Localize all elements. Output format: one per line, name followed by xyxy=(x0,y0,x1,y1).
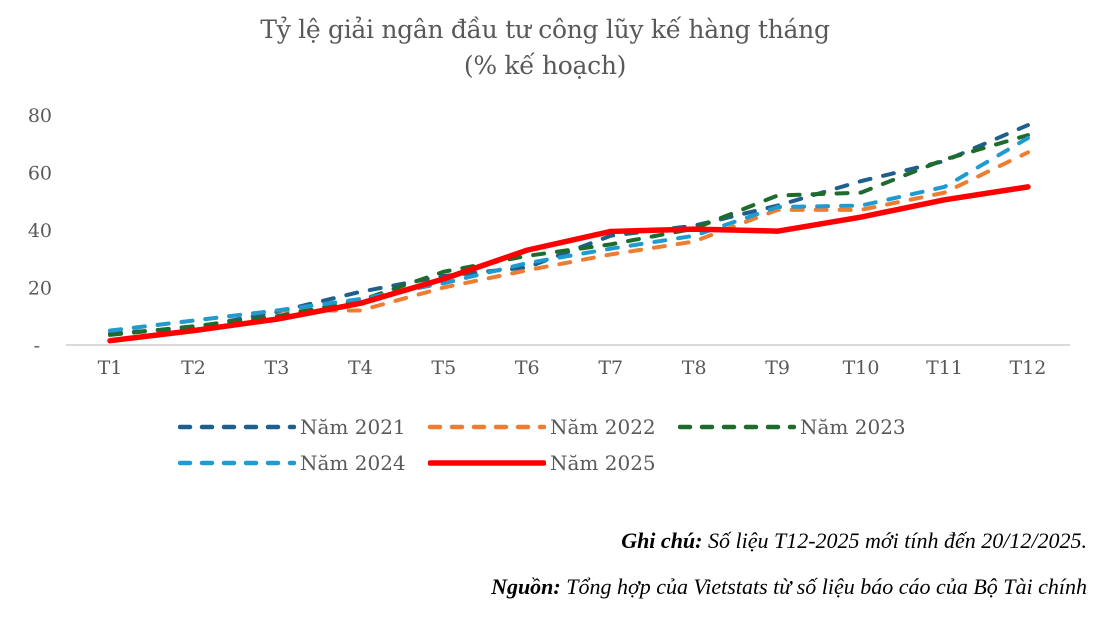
x-tick-label: T7 xyxy=(598,357,623,379)
footnote: Ghi chú: Số liệu T12-2025 mới tính đến 2… xyxy=(621,528,1087,554)
legend-label-2022: Năm 2022 xyxy=(550,415,656,439)
chart-title-main: Tỷ lệ giải ngân đầu tư công lũy kế hàng … xyxy=(260,15,830,44)
x-tick-label: T10 xyxy=(843,357,880,379)
x-tick-label: T1 xyxy=(98,357,123,379)
x-tick-label: T11 xyxy=(926,357,963,379)
x-tick-label: T12 xyxy=(1010,357,1047,379)
x-tick-label: T5 xyxy=(431,357,456,379)
x-tick-label: T2 xyxy=(181,357,206,379)
series-năm-2024 xyxy=(108,136,1030,333)
source-note: Nguồn: Tổng hợp của Vietstats từ số liệu… xyxy=(491,574,1087,600)
legend-item-2023: Năm 2023 xyxy=(678,412,906,442)
legend-item-2022: Năm 2022 xyxy=(428,412,656,442)
series-năm-2025 xyxy=(107,184,1031,344)
y-tick-label: 80 xyxy=(28,105,52,127)
x-tick-label: T3 xyxy=(265,357,290,379)
y-tick-label: - xyxy=(34,335,40,357)
legend-swatch-2024 xyxy=(178,460,296,466)
series-line xyxy=(107,184,1031,344)
x-tick-label: T4 xyxy=(348,357,373,379)
legend-swatch-2021 xyxy=(178,424,296,430)
legend-label-2025: Năm 2025 xyxy=(550,451,656,475)
series-line xyxy=(108,133,1030,337)
source-text: Tổng hợp của Vietstats từ số liệu báo cá… xyxy=(560,574,1087,599)
series-năm-2021 xyxy=(108,123,1030,336)
legend-swatch-2023 xyxy=(678,424,796,430)
legend-label-2023: Năm 2023 xyxy=(800,415,906,439)
legend-item-2021: Năm 2021 xyxy=(178,412,406,442)
y-axis-ticks: - 20 40 60 80 xyxy=(28,105,52,357)
legend-item-2024: Năm 2024 xyxy=(178,448,406,478)
x-tick-label: T8 xyxy=(682,357,707,379)
x-tick-label: T9 xyxy=(765,357,790,379)
legend-swatch-2022 xyxy=(428,424,546,430)
chart-subtitle: (% kế hoạch) xyxy=(463,51,627,80)
legend-item-2025: Năm 2025 xyxy=(428,448,656,478)
footnote-label: Ghi chú: xyxy=(621,528,703,553)
line-chart: - 20 40 60 80 T1 T2 T3 T4 T5 T6 T7 T8 T9 T10 T11 T12 xyxy=(28,105,1070,379)
footnote-text: Số liệu T12-2025 mới tính đến 20/12/2025… xyxy=(702,528,1087,553)
source-label: Nguồn: xyxy=(491,574,561,599)
y-tick-label: 20 xyxy=(28,278,52,300)
y-tick-label: 60 xyxy=(28,163,52,185)
x-axis-ticks: T1 T2 T3 T4 T5 T6 T7 T8 T9 T10 T11 T12 xyxy=(98,357,1047,379)
series-line xyxy=(108,123,1030,336)
y-tick-label: 40 xyxy=(28,220,52,242)
series-line xyxy=(108,136,1030,333)
series-năm-2023 xyxy=(108,133,1030,337)
chart-title: Tỷ lệ giải ngân đầu tư công lũy kế hàng … xyxy=(0,12,1090,84)
series-lines xyxy=(107,123,1031,344)
legend-label-2021: Năm 2021 xyxy=(300,415,406,439)
legend-label-2024: Năm 2024 xyxy=(300,451,406,475)
legend-swatch-2025 xyxy=(428,460,546,466)
x-tick-label: T6 xyxy=(515,357,540,379)
